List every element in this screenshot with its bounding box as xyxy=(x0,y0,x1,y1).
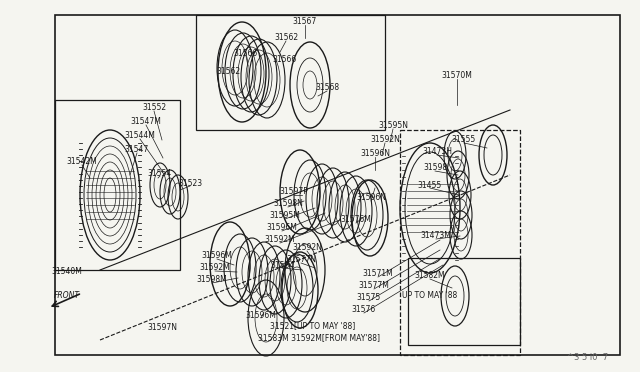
Text: 31554: 31554 xyxy=(148,169,172,177)
Text: 31577N: 31577N xyxy=(286,256,316,264)
Text: 31596M: 31596M xyxy=(202,251,232,260)
Text: 31598: 31598 xyxy=(423,164,447,173)
Text: 31596N: 31596N xyxy=(356,193,386,202)
Text: 31595M: 31595M xyxy=(269,212,300,221)
Text: 31544M: 31544M xyxy=(125,131,156,141)
Text: ^3 5 i0  7: ^3 5 i0 7 xyxy=(567,353,608,362)
Text: 31473H: 31473H xyxy=(422,148,452,157)
Text: 31592M: 31592M xyxy=(264,235,296,244)
Bar xyxy=(55,15,620,355)
Text: 31566: 31566 xyxy=(234,48,258,58)
Text: 31562: 31562 xyxy=(216,67,240,77)
Text: 31584: 31584 xyxy=(270,260,294,269)
Text: 31570M: 31570M xyxy=(442,71,472,80)
Text: 31455: 31455 xyxy=(418,180,442,189)
Text: 31596N: 31596N xyxy=(360,150,390,158)
Text: 31567: 31567 xyxy=(293,17,317,26)
Text: 31596M: 31596M xyxy=(267,224,298,232)
Text: 31583M 31592M[FROM MAY'88]: 31583M 31592M[FROM MAY'88] xyxy=(258,334,380,343)
Text: 31597N: 31597N xyxy=(147,324,177,333)
Text: 31562: 31562 xyxy=(274,33,298,42)
Text: 31592N: 31592N xyxy=(370,135,400,144)
Text: 31577M: 31577M xyxy=(358,282,389,291)
Text: 31566: 31566 xyxy=(272,55,296,64)
Text: 31592M: 31592M xyxy=(200,263,230,273)
Text: 31540M: 31540M xyxy=(52,267,83,276)
Text: 31555: 31555 xyxy=(452,135,476,144)
Text: 31598M: 31598M xyxy=(196,276,227,285)
Text: 31576M: 31576M xyxy=(340,215,371,224)
Text: 31547M: 31547M xyxy=(131,118,161,126)
Text: 31571M: 31571M xyxy=(363,269,394,279)
Text: 31595N: 31595N xyxy=(378,122,408,131)
Text: FRONT: FRONT xyxy=(54,291,80,299)
Text: 31521[UP TO MAY '88]: 31521[UP TO MAY '88] xyxy=(270,321,356,330)
Text: 31596M: 31596M xyxy=(246,311,276,320)
Text: 31592N: 31592N xyxy=(292,244,322,253)
Text: UP TO MAY '88: UP TO MAY '88 xyxy=(403,292,458,301)
Bar xyxy=(400,130,520,355)
Text: 31473M: 31473M xyxy=(420,231,451,241)
Bar xyxy=(196,15,385,130)
Text: 31542M: 31542M xyxy=(67,157,97,167)
Text: 31547: 31547 xyxy=(125,145,149,154)
Text: 31575: 31575 xyxy=(357,294,381,302)
Text: 31597P: 31597P xyxy=(280,187,308,196)
Text: 31568: 31568 xyxy=(315,83,339,93)
Text: 31576: 31576 xyxy=(352,305,376,314)
Text: 31523: 31523 xyxy=(178,179,202,187)
Text: 31552: 31552 xyxy=(142,103,166,112)
Bar xyxy=(408,258,520,345)
Text: 31598N: 31598N xyxy=(273,199,303,208)
Bar xyxy=(55,100,180,270)
Text: 31582M: 31582M xyxy=(415,272,445,280)
